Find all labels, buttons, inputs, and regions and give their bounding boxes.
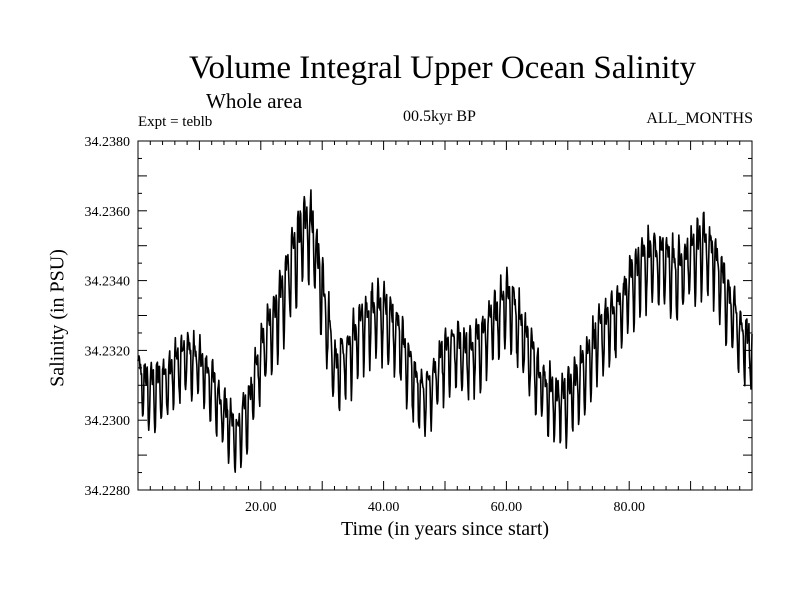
series-line xyxy=(137,189,753,473)
chart-subtitle: Whole area xyxy=(206,89,303,113)
y-tick-label: 34.2300 xyxy=(85,414,131,429)
y-tick-label: 34.2280 xyxy=(85,484,131,499)
x-tick-label: 80.00 xyxy=(613,500,645,515)
y-tick-label: 34.2380 xyxy=(85,135,131,150)
x-axis-label: Time (in years since start) xyxy=(340,518,550,540)
y-tick-label: 34.2360 xyxy=(85,205,131,220)
x-tick-label: 20.00 xyxy=(245,500,277,515)
period-label: 00.5kyr BP xyxy=(403,108,476,125)
chart-title: Volume Integral Upper Ocean Salinity xyxy=(188,50,697,86)
x-tick-label: 60.00 xyxy=(491,500,523,515)
x-tick-label: 40.00 xyxy=(368,500,400,515)
months-label: ALL_MONTHS xyxy=(646,110,753,127)
y-tick-label: 34.2320 xyxy=(85,344,131,359)
plot-frame xyxy=(137,140,753,491)
experiment-label: Expt = teblb xyxy=(138,114,213,130)
y-tick-label: 34.2340 xyxy=(85,275,131,290)
